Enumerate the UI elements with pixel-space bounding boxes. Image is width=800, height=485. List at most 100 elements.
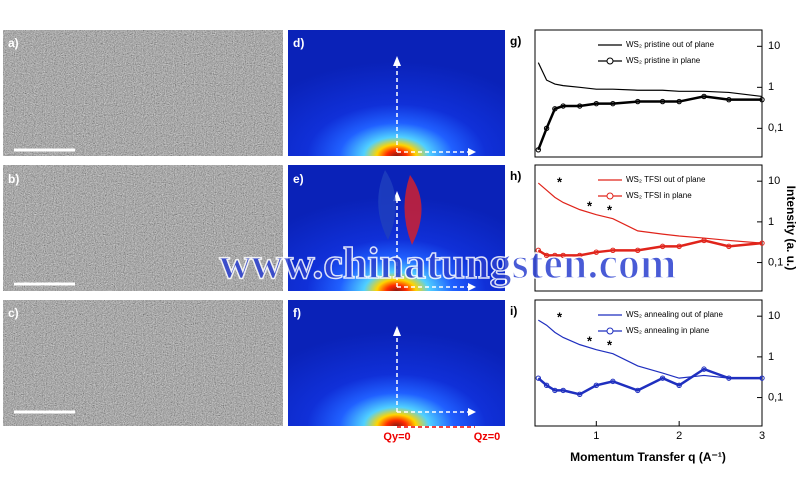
data-point bbox=[726, 243, 732, 250]
x-tick-label: 3 bbox=[759, 430, 765, 442]
y-tick-label: 0,1 bbox=[768, 122, 783, 134]
annotation: * bbox=[557, 309, 563, 324]
x-axis-label: Momentum Transfer q (A⁻¹) bbox=[570, 450, 726, 464]
qz-label: Qz=0 bbox=[474, 431, 501, 443]
data-point bbox=[552, 387, 558, 394]
data-point bbox=[659, 98, 666, 105]
data-point bbox=[759, 240, 765, 246]
plot-data bbox=[535, 319, 765, 398]
data-point bbox=[659, 375, 666, 381]
panel-label: g) bbox=[510, 34, 521, 48]
y-tick-label: 1 bbox=[768, 351, 774, 363]
legend-marker bbox=[606, 327, 614, 335]
data-point bbox=[701, 237, 707, 244]
plot-frame bbox=[534, 29, 763, 158]
data-point bbox=[552, 252, 558, 259]
data-point bbox=[552, 106, 558, 112]
data-point bbox=[593, 249, 600, 255]
y-tick-label: 0,1 bbox=[768, 391, 783, 403]
annotation: * bbox=[557, 174, 563, 189]
panel-labels: a) b) c) d) e) f) bbox=[8, 36, 304, 320]
legend-label: WS₂ annealing in plane bbox=[626, 326, 710, 335]
panel-label: e) bbox=[293, 172, 304, 186]
data-point bbox=[577, 103, 583, 109]
plot-frame bbox=[534, 164, 763, 292]
legend-marker bbox=[606, 192, 614, 200]
series-line bbox=[537, 62, 763, 98]
sem-image bbox=[3, 165, 283, 291]
panel-label: a) bbox=[8, 36, 19, 50]
data-point bbox=[676, 98, 682, 105]
data-point bbox=[610, 378, 616, 385]
legend-label: WS₂ TFSI out of plane bbox=[626, 175, 706, 184]
data-point bbox=[560, 387, 566, 394]
data-point bbox=[676, 243, 682, 250]
watermark-logo bbox=[378, 170, 422, 245]
data-point bbox=[577, 391, 583, 398]
panel-label: f) bbox=[293, 306, 301, 320]
x-tick-label: 2 bbox=[676, 430, 682, 442]
data-point bbox=[610, 247, 616, 254]
data-point bbox=[560, 103, 566, 109]
y-tick-label: 10 bbox=[768, 175, 780, 187]
series-line bbox=[538, 319, 762, 379]
data-point bbox=[759, 96, 765, 103]
series-line bbox=[537, 95, 762, 151]
y-tick-label: 1 bbox=[768, 216, 774, 228]
panel-label: c) bbox=[8, 306, 19, 320]
panel-label: h) bbox=[510, 169, 521, 183]
data-point bbox=[543, 125, 550, 132]
annotation: * bbox=[607, 202, 613, 217]
y-tick-label: 1 bbox=[768, 81, 774, 93]
data-point bbox=[701, 366, 707, 372]
legend-marker bbox=[606, 57, 614, 65]
legend-label: WS₂ annealing out of plane bbox=[626, 310, 724, 319]
sem-image bbox=[3, 30, 283, 156]
annotation: * bbox=[587, 198, 593, 213]
y-tick-label: 10 bbox=[768, 40, 780, 52]
y-axis-label: Intensity (a. u.) bbox=[784, 186, 798, 271]
plot-data bbox=[535, 182, 765, 259]
data-point bbox=[543, 382, 550, 389]
plot-data bbox=[535, 62, 765, 153]
panel-label: d) bbox=[293, 36, 304, 50]
data-point bbox=[535, 147, 542, 153]
annotation: * bbox=[607, 337, 613, 352]
giwaxs-images: Qy=0 Qz=0 bbox=[288, 30, 505, 443]
data-point bbox=[610, 100, 616, 107]
data-point bbox=[635, 247, 641, 254]
data-point bbox=[560, 252, 566, 259]
data-point bbox=[535, 375, 542, 381]
axis-arrows bbox=[396, 63, 470, 413]
sem-image bbox=[3, 300, 283, 426]
legend-label: WS₂ pristine in plane bbox=[626, 56, 701, 65]
data-point bbox=[577, 252, 583, 259]
panel-label: b) bbox=[8, 172, 19, 186]
y-tick-label: 10 bbox=[768, 310, 780, 322]
data-point bbox=[593, 382, 600, 389]
data-point bbox=[676, 382, 682, 389]
legend-label: WS₂ TFSI in plane bbox=[626, 191, 692, 200]
annotation: * bbox=[587, 333, 593, 348]
data-point bbox=[535, 247, 542, 254]
plots: g) 10 1 0,1 WS₂ pristine out of plane WS₂ pri… bbox=[510, 29, 783, 442]
data-point bbox=[635, 98, 641, 105]
data-point bbox=[593, 100, 600, 107]
panel-label: i) bbox=[510, 304, 517, 318]
series-line bbox=[537, 239, 763, 257]
sem-images bbox=[3, 30, 283, 426]
data-point bbox=[726, 375, 732, 381]
plot-frame bbox=[534, 299, 763, 427]
data-point bbox=[543, 252, 550, 259]
data-point bbox=[635, 387, 641, 394]
data-point bbox=[701, 93, 707, 100]
data-point bbox=[726, 96, 732, 103]
series-line bbox=[537, 367, 762, 396]
data-point bbox=[759, 375, 765, 381]
y-tick-label: 0,1 bbox=[768, 256, 783, 268]
data-point bbox=[659, 243, 666, 250]
x-tick-label: 1 bbox=[593, 430, 599, 442]
watermark: www.chinatungsten.com bbox=[219, 239, 676, 288]
legend-label: WS₂ pristine out of plane bbox=[626, 40, 715, 49]
